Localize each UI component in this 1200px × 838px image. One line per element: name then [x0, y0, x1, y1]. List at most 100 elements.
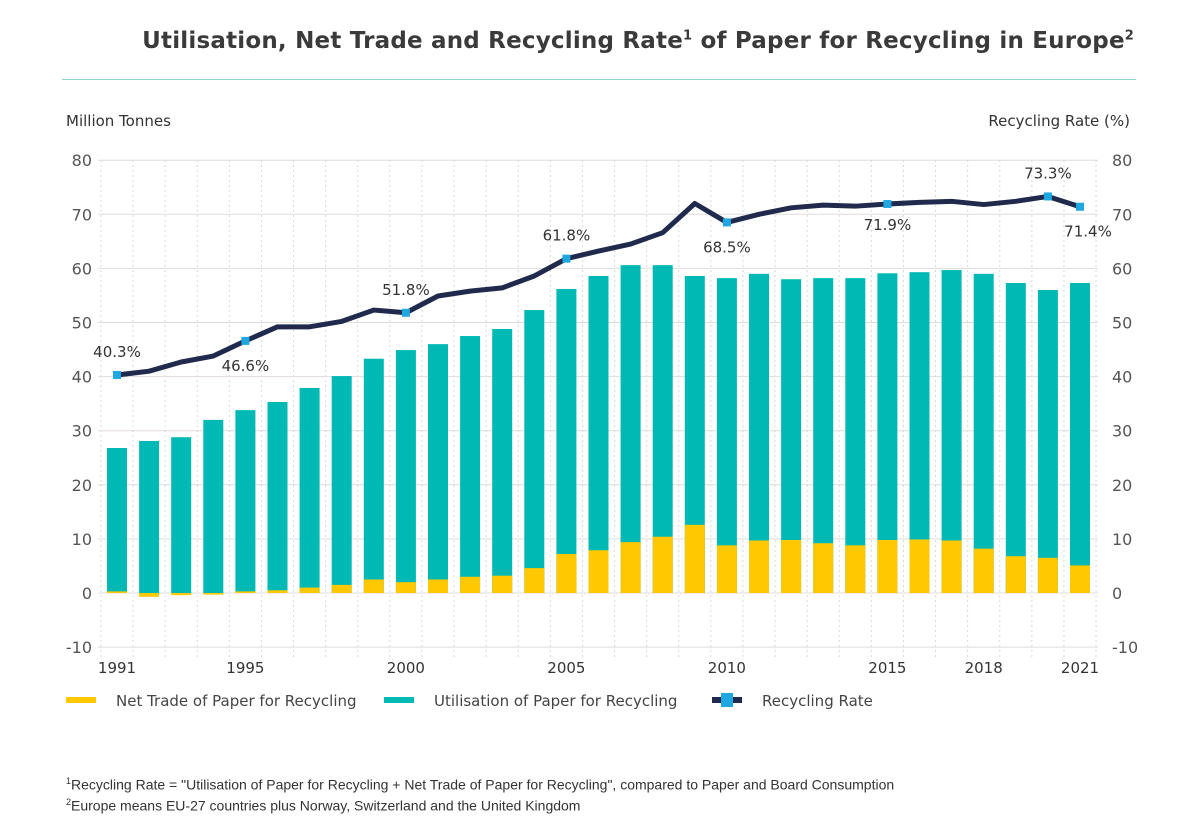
footnote-2: 2Europe means EU-27 countries plus Norwa…: [66, 797, 580, 814]
legend-utilisation-swatch: [384, 697, 414, 703]
y-tick-right: 30: [1112, 422, 1132, 441]
bar-net-trade: [1005, 556, 1026, 593]
x-tick-label: 2021: [1061, 659, 1099, 677]
bar-net-trade: [652, 536, 673, 593]
y-tick-left: -10: [66, 638, 92, 657]
bar-net-trade: [460, 576, 481, 593]
bar-utilisation: [428, 344, 448, 593]
bar-net-trade: [428, 579, 448, 593]
y-tick-left: 80: [72, 151, 92, 170]
title-text-cont: of Paper for Recycling in Europe: [692, 28, 1125, 54]
bar-net-trade: [492, 575, 513, 593]
bar-net-trade: [299, 587, 320, 593]
y-tick-right: 80: [1112, 151, 1132, 170]
bar-utilisation: [749, 273, 769, 593]
bar-utilisation: [363, 358, 384, 593]
y-tick-left: 30: [72, 422, 92, 441]
marker-recycling-rate: [401, 308, 410, 317]
y-tick-right: 40: [1112, 368, 1132, 387]
marker-recycling-rate: [1076, 202, 1084, 211]
bar-utilisation: [813, 278, 834, 593]
data-label: 71.4%: [1064, 223, 1112, 241]
bar-net-trade: [203, 593, 224, 595]
bar-utilisation: [171, 437, 192, 593]
bar-net-trade: [588, 550, 609, 593]
bar-net-trade: [363, 579, 384, 593]
title-footnote-mark: 2: [1124, 28, 1134, 44]
marker-recycling-rate: [722, 218, 731, 227]
data-label: 51.8%: [382, 281, 430, 299]
bar-utilisation: [877, 273, 898, 593]
y-tick-right: 70: [1112, 205, 1132, 224]
bar-utilisation: [235, 410, 256, 593]
x-tick-label: 1991: [98, 659, 136, 677]
bar-utilisation: [107, 448, 127, 593]
y-tick-right: 20: [1112, 476, 1132, 495]
y-tick-right: 50: [1112, 314, 1132, 333]
data-label: 73.3%: [1024, 164, 1072, 182]
bar-net-trade: [267, 590, 288, 593]
bar-utilisation: [588, 275, 609, 593]
y-tick-left: 10: [72, 530, 92, 549]
y-tick-left: 70: [72, 205, 92, 224]
bar-net-trade: [813, 543, 834, 593]
bar-net-trade: [749, 540, 769, 593]
bar-utilisation: [1037, 290, 1058, 593]
bar-utilisation: [556, 288, 577, 593]
x-tick-label: 2010: [708, 659, 746, 677]
bar-net-trade: [556, 554, 577, 593]
bar-utilisation: [524, 310, 545, 593]
bar-utilisation: [299, 387, 320, 593]
x-tick-label: 2018: [965, 659, 1003, 677]
chart-title: Utilisation, Net Trade and Recycling Rat…: [142, 28, 1134, 54]
y-tick-left: 20: [72, 476, 92, 495]
bar-net-trade: [107, 591, 127, 593]
bar-net-trade: [845, 545, 866, 593]
bar-utilisation: [331, 376, 352, 593]
bar-utilisation: [941, 270, 962, 593]
data-label: 46.6%: [222, 357, 270, 375]
marker-recycling-rate: [1043, 192, 1052, 201]
x-tick-label: 2005: [547, 659, 585, 677]
bar-net-trade: [1037, 557, 1058, 593]
bar-utilisation: [684, 275, 705, 593]
y-tick-left: 40: [72, 368, 92, 387]
bar-net-trade: [171, 593, 192, 596]
data-label: 68.5%: [703, 238, 751, 256]
bar-net-trade: [716, 545, 737, 593]
legend-net-trade-swatch: [66, 697, 96, 703]
bar-net-trade: [909, 539, 930, 593]
marker-recycling-rate: [883, 200, 892, 209]
legend-recycling-rate-label: Recycling Rate: [762, 692, 873, 710]
title-text: Utilisation, Net Trade and Recycling Rat…: [142, 28, 683, 54]
bar-utilisation: [139, 440, 160, 593]
footnote-mark: 1: [66, 776, 72, 786]
bar-utilisation: [492, 328, 513, 593]
bar-utilisation: [781, 279, 802, 593]
bar-net-trade: [139, 593, 160, 597]
bar-utilisation: [652, 265, 673, 593]
bar-utilisation: [1070, 283, 1090, 593]
line-recycling-rate: [116, 193, 1081, 378]
footnote-mark: 2: [66, 797, 72, 807]
bar-utilisation: [620, 265, 641, 593]
marker-recycling-rate: [113, 370, 121, 379]
y-tick-left: 60: [72, 259, 92, 278]
bar-net-trade: [941, 540, 962, 593]
bar-utilisation: [267, 402, 288, 593]
bar-utilisation: [909, 272, 930, 593]
bar-net-trade: [781, 539, 802, 593]
bar-net-trade: [395, 582, 416, 593]
bar-utilisation: [716, 278, 737, 593]
y-tick-right: 0: [1112, 584, 1122, 603]
x-tick-label: 2015: [868, 659, 906, 677]
bar-net-trade: [877, 539, 898, 593]
bar-net-trade: [684, 524, 705, 593]
bar-net-trade: [235, 591, 256, 593]
data-label: 61.8%: [543, 227, 591, 245]
data-label: 71.9%: [864, 216, 912, 234]
x-tick-label: 2000: [387, 659, 425, 677]
bar-net-trade: [331, 584, 352, 593]
y-tick-left: 50: [72, 314, 92, 333]
legend-net-trade-label: Net Trade of Paper for Recycling: [116, 692, 357, 710]
